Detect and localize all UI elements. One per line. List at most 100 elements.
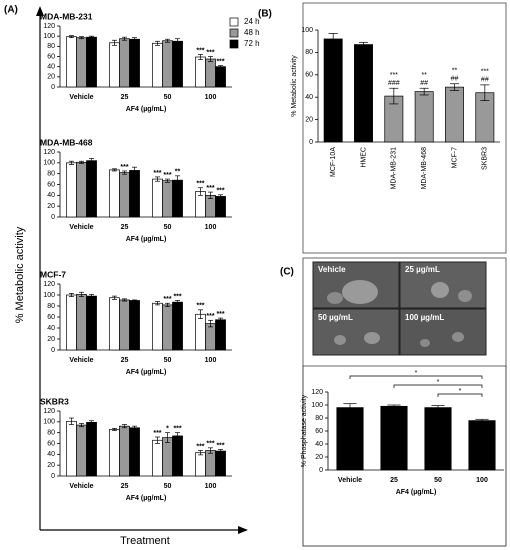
y-tick-label: 40 — [47, 64, 55, 71]
x-tick-label: Vehicle — [69, 224, 93, 231]
error-bar — [218, 194, 224, 199]
cell-cluster — [452, 332, 464, 342]
y-tick-label: 60 — [47, 181, 55, 188]
bar — [195, 452, 206, 477]
bar — [215, 319, 226, 351]
cell-cluster — [342, 280, 378, 304]
error-bar — [218, 449, 224, 454]
significance-label: ### — [388, 80, 400, 87]
error-bar — [68, 160, 74, 165]
bar — [468, 420, 496, 471]
y-tick-label: 80 — [47, 171, 55, 178]
y-tick-label: 120 — [43, 408, 55, 415]
bar — [172, 301, 183, 351]
error-bar — [175, 300, 181, 305]
y-tick-label: 80 — [47, 303, 55, 310]
significance-label: ## — [481, 77, 489, 84]
error-bar — [480, 84, 490, 101]
error-bar — [154, 40, 160, 46]
error-bar — [389, 87, 399, 105]
y-tick-label: 100 — [43, 160, 55, 167]
bar — [66, 162, 77, 218]
error-bar — [164, 432, 171, 443]
error-bar — [207, 319, 214, 328]
error-bar — [197, 54, 203, 60]
y-tick-label: 60 — [47, 440, 55, 447]
y-tick-label: 80 — [315, 415, 323, 422]
x-tick-label: Vehicle — [338, 477, 362, 484]
y-tick-label: 0 — [51, 84, 55, 91]
significance-label: ** — [175, 169, 181, 176]
y-tick-label: 60 — [315, 428, 323, 435]
significance-label: * — [459, 388, 462, 395]
bar — [152, 439, 163, 477]
error-bar — [111, 295, 117, 300]
significance-bracket — [349, 375, 483, 379]
x-tick-label: 50 — [164, 224, 172, 231]
chart-title: MCF-7 — [40, 269, 66, 279]
x-tick-label: 25 — [121, 224, 129, 231]
micrograph — [312, 308, 400, 356]
micrograph-label: 25 µg/mL — [405, 265, 440, 274]
legend-label: 24 h — [244, 17, 260, 26]
significance-label: * — [415, 370, 418, 377]
error-bar — [475, 418, 489, 423]
panel-a-ylabel: % Metabolic activity — [14, 226, 26, 323]
y-tick-label: 40 — [315, 441, 323, 448]
error-bar — [132, 166, 138, 175]
bar — [380, 405, 408, 471]
x-tick-label: 50 — [434, 477, 442, 484]
significance-label: *** — [196, 303, 204, 310]
x-tick-label: 50 — [164, 357, 172, 364]
micrograph-label: 50 µg/mL — [318, 313, 353, 322]
y-tick-label: 40 — [47, 192, 55, 199]
x-axis-label: AF4 (µg/mL) — [396, 489, 437, 496]
panel-label: (B) — [258, 9, 272, 20]
significance-label: * — [166, 426, 169, 433]
y-tick-label: 100 — [43, 419, 55, 426]
x-tick-label: 25 — [390, 477, 398, 484]
x-tick-label: MCF-10A — [330, 147, 337, 177]
y-tick-label: 0 — [51, 214, 55, 221]
panel-b-frame — [302, 2, 507, 254]
x-tick-label: 25 — [121, 357, 129, 364]
bar — [323, 38, 343, 143]
bar — [162, 40, 173, 88]
significance-label: *** — [206, 49, 214, 56]
error-bar — [197, 187, 203, 196]
significance-label: *** — [481, 69, 489, 76]
micrographs: Vehicle 25 µg/mL 50 µg/mL 100 µg/mL — [312, 261, 487, 356]
y-tick-label: 100 — [43, 292, 55, 299]
panel-label: (C) — [280, 267, 294, 278]
bar — [76, 424, 87, 477]
bar — [109, 42, 120, 88]
panel-label: (A) — [4, 5, 18, 16]
bar — [162, 437, 173, 477]
error-bar — [78, 423, 85, 428]
bar — [152, 302, 163, 351]
significance-label: *** — [390, 72, 398, 79]
error-bar — [132, 37, 138, 42]
x-tick-label: 100 — [205, 357, 217, 364]
y-tick-label: 0 — [51, 347, 55, 354]
x-tick-label: HMEC — [360, 147, 367, 168]
x-axis-label: AF4 (µg/mL) — [126, 236, 167, 243]
y-tick-label: 60 — [305, 72, 313, 79]
significance-bracket — [393, 384, 483, 388]
bar — [414, 91, 434, 143]
significance-label: *** — [216, 311, 224, 318]
significance-label: ## — [451, 76, 459, 83]
panel-a-xlabel: Treatment — [120, 535, 170, 547]
y-axis-label: % Metabolic activity — [291, 55, 298, 117]
x-tick-label: 100 — [205, 483, 217, 490]
y-axis-label: % Phosphatase activity — [301, 394, 308, 467]
cell-cluster — [458, 290, 472, 302]
bar — [86, 422, 97, 477]
bar — [66, 36, 77, 88]
bar — [205, 58, 216, 88]
x-tick-label: 25 — [121, 94, 129, 101]
y-tick-label: 60 — [47, 314, 55, 321]
legend-swatch — [229, 17, 239, 27]
micrograph-label: 100 µg/mL — [405, 313, 444, 322]
y-tick-label: 0 — [319, 467, 323, 474]
